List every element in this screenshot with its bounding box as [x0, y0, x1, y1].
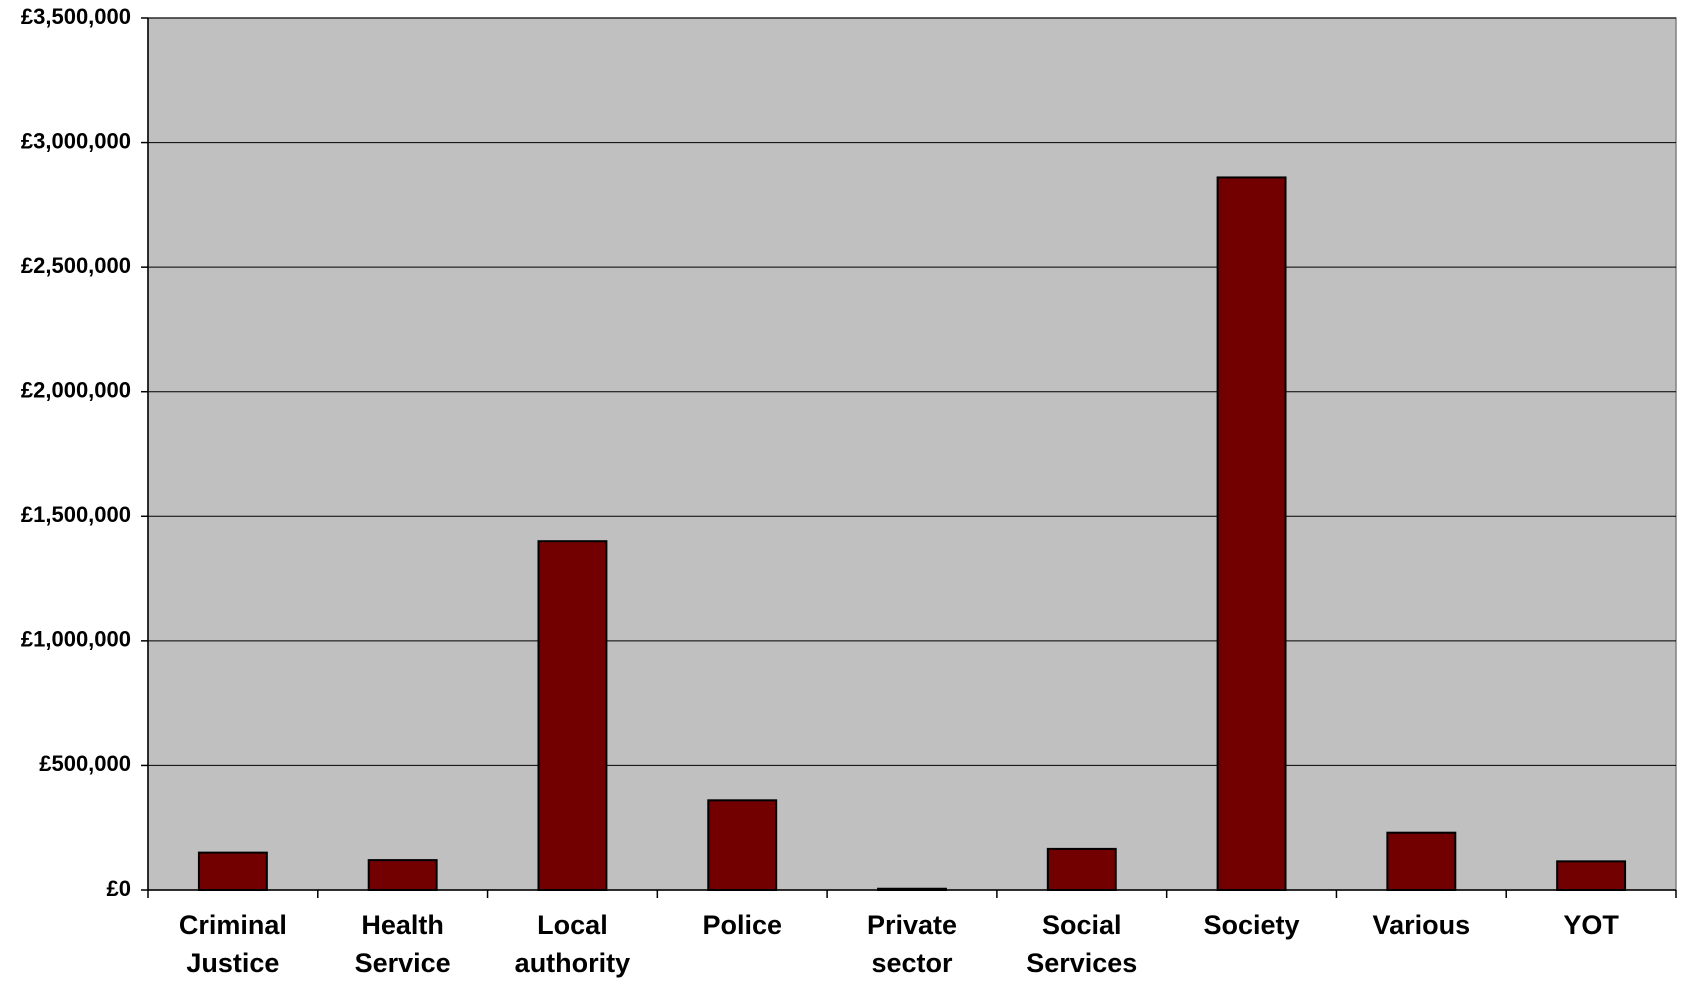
- x-tick-label: Society: [1203, 910, 1300, 940]
- x-tick-label: Police: [702, 910, 782, 940]
- y-tick-label: £2,500,000: [21, 253, 131, 278]
- bar: [367, 859, 438, 891]
- x-tick-label: Social Services: [1026, 910, 1138, 978]
- x-tick-label: Criminal Justice: [178, 910, 287, 978]
- y-tick-label: £3,000,000: [21, 128, 131, 153]
- x-tick-label: Various: [1372, 910, 1471, 940]
- y-tick-label: £0: [107, 876, 131, 901]
- x-tick-label: Local authority: [514, 910, 631, 978]
- bar: [877, 887, 947, 891]
- y-tick-label: £500,000: [39, 751, 131, 776]
- y-tick-label: £3,500,000: [21, 4, 131, 29]
- bar: [1556, 860, 1627, 891]
- x-tick-label: YOT: [1563, 910, 1619, 940]
- bar: [1386, 831, 1457, 891]
- y-tick-label: £1,500,000: [21, 502, 131, 527]
- bar: [707, 799, 778, 892]
- x-tick-label: Health Service: [354, 910, 451, 978]
- bar: [197, 851, 268, 892]
- bar: [1216, 176, 1287, 892]
- plot-area: [147, 17, 1677, 891]
- x-tick-label: Private sector: [866, 910, 958, 978]
- bar: [1046, 847, 1117, 891]
- y-tick-label: £2,000,000: [21, 378, 131, 403]
- y-tick-label: £1,000,000: [21, 627, 131, 652]
- bar: [537, 540, 608, 891]
